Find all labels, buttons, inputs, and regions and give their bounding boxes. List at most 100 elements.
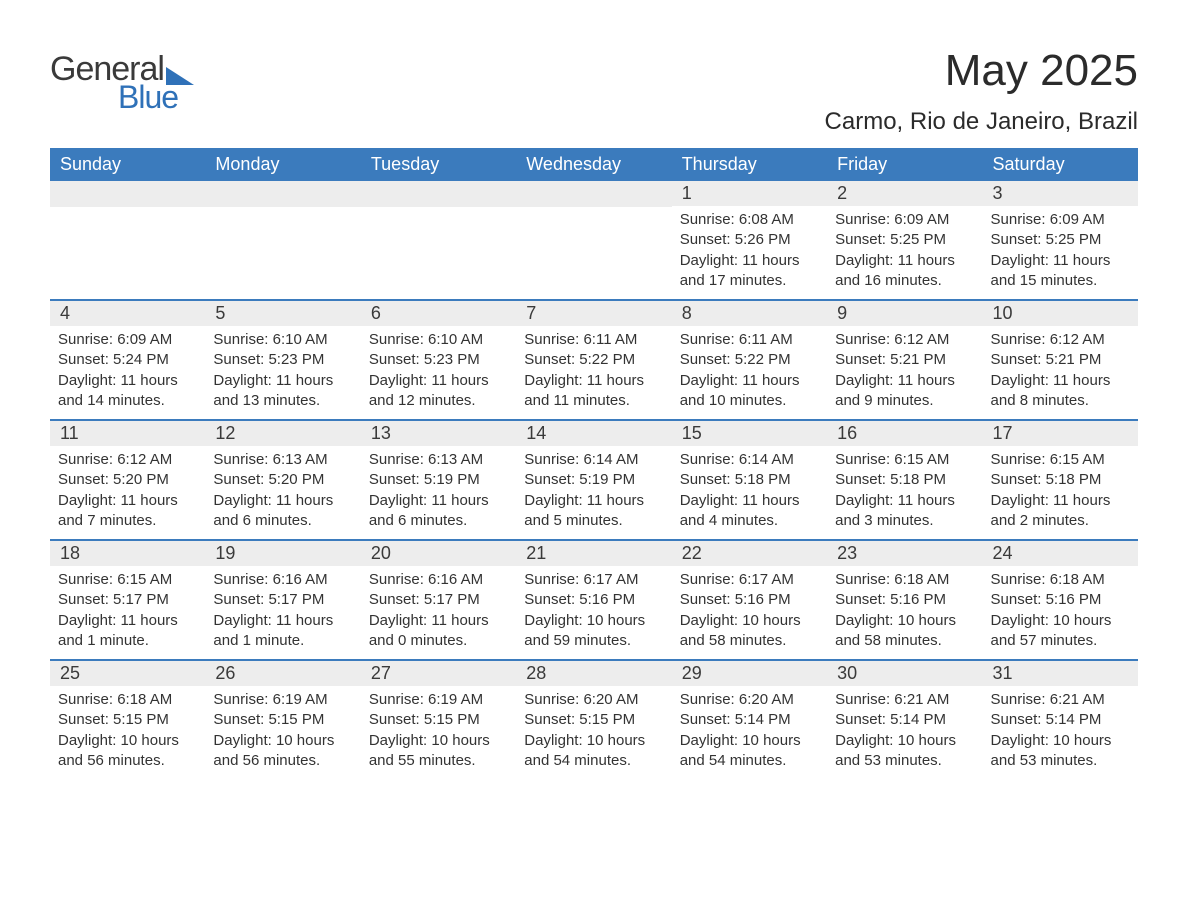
cell-body: Sunrise: 6:09 AMSunset: 5:25 PMDaylight:… (983, 206, 1138, 299)
daylight-text: Daylight: 10 hours and 53 minutes. (835, 731, 974, 772)
cell-body: Sunrise: 6:17 AMSunset: 5:16 PMDaylight:… (516, 566, 671, 659)
daylight-text: Daylight: 10 hours and 57 minutes. (991, 611, 1130, 652)
day-number: 23 (827, 541, 982, 566)
daylight-text: Daylight: 10 hours and 58 minutes. (680, 611, 819, 652)
daylight-text: Daylight: 11 hours and 11 minutes. (524, 371, 663, 412)
sunset-text: Sunset: 5:21 PM (835, 350, 974, 370)
sunrise-text: Sunrise: 6:13 AM (369, 450, 508, 470)
day-number: 8 (672, 301, 827, 326)
cell-body: Sunrise: 6:13 AMSunset: 5:19 PMDaylight:… (361, 446, 516, 539)
day-number: 24 (983, 541, 1138, 566)
calendar-cell (361, 181, 516, 299)
daylight-text: Daylight: 11 hours and 0 minutes. (369, 611, 508, 652)
cell-body: Sunrise: 6:12 AMSunset: 5:21 PMDaylight:… (983, 326, 1138, 419)
day-number: 31 (983, 661, 1138, 686)
sunset-text: Sunset: 5:15 PM (524, 710, 663, 730)
calendar-grid: SundayMondayTuesdayWednesdayThursdayFrid… (50, 148, 1138, 779)
sunrise-text: Sunrise: 6:09 AM (991, 210, 1130, 230)
calendar-cell: 25Sunrise: 6:18 AMSunset: 5:15 PMDayligh… (50, 661, 205, 779)
sunrise-text: Sunrise: 6:10 AM (213, 330, 352, 350)
sunset-text: Sunset: 5:25 PM (991, 230, 1130, 250)
day-number: 16 (827, 421, 982, 446)
sunrise-text: Sunrise: 6:19 AM (213, 690, 352, 710)
sunrise-text: Sunrise: 6:12 AM (991, 330, 1130, 350)
sunset-text: Sunset: 5:19 PM (369, 470, 508, 490)
daylight-text: Daylight: 10 hours and 54 minutes. (680, 731, 819, 772)
sunrise-text: Sunrise: 6:09 AM (58, 330, 197, 350)
day-number: 4 (50, 301, 205, 326)
sunrise-text: Sunrise: 6:15 AM (835, 450, 974, 470)
calendar-cell (50, 181, 205, 299)
weekday-label: Sunday (50, 148, 205, 181)
week-row: 11Sunrise: 6:12 AMSunset: 5:20 PMDayligh… (50, 419, 1138, 539)
day-number (205, 181, 360, 207)
calendar-cell: 7Sunrise: 6:11 AMSunset: 5:22 PMDaylight… (516, 301, 671, 419)
day-number: 3 (983, 181, 1138, 206)
calendar-cell: 17Sunrise: 6:15 AMSunset: 5:18 PMDayligh… (983, 421, 1138, 539)
calendar-cell: 12Sunrise: 6:13 AMSunset: 5:20 PMDayligh… (205, 421, 360, 539)
calendar-cell: 20Sunrise: 6:16 AMSunset: 5:17 PMDayligh… (361, 541, 516, 659)
day-number: 9 (827, 301, 982, 326)
sunset-text: Sunset: 5:25 PM (835, 230, 974, 250)
sunrise-text: Sunrise: 6:16 AM (213, 570, 352, 590)
cell-body: Sunrise: 6:21 AMSunset: 5:14 PMDaylight:… (827, 686, 982, 779)
day-number: 19 (205, 541, 360, 566)
day-number: 17 (983, 421, 1138, 446)
sunset-text: Sunset: 5:22 PM (524, 350, 663, 370)
month-title: May 2025 (825, 46, 1138, 96)
daylight-text: Daylight: 10 hours and 59 minutes. (524, 611, 663, 652)
daylight-text: Daylight: 10 hours and 54 minutes. (524, 731, 663, 772)
location-label: Carmo, Rio de Janeiro, Brazil (825, 108, 1138, 136)
weekday-label: Friday (827, 148, 982, 181)
calendar-cell: 16 Sunrise: 6:15 AMSunset: 5:18 PMDayligh… (827, 421, 982, 539)
title-block: May 2025 Carmo, Rio de Janeiro, Brazil (825, 30, 1138, 136)
daylight-text: Daylight: 11 hours and 2 minutes. (991, 491, 1130, 532)
day-number: 11 (50, 421, 205, 446)
day-number: 2 (827, 181, 982, 206)
cell-body: Sunrise: 6:11 AMSunset: 5:22 PMDaylight:… (672, 326, 827, 419)
logo-text-blue: Blue (118, 79, 194, 116)
sunrise-text: Sunrise: 6:09 AM (835, 210, 974, 230)
daylight-text: Daylight: 11 hours and 5 minutes. (524, 491, 663, 532)
daylight-text: Daylight: 11 hours and 3 minutes. (835, 491, 974, 532)
sunset-text: Sunset: 5:16 PM (991, 590, 1130, 610)
calendar-cell: 8Sunrise: 6:11 AMSunset: 5:22 PMDaylight… (672, 301, 827, 419)
day-number: 29 (672, 661, 827, 686)
cell-body: Sunrise: 6:11 AMSunset: 5:22 PMDaylight:… (516, 326, 671, 419)
sunset-text: Sunset: 5:16 PM (524, 590, 663, 610)
daylight-text: Daylight: 11 hours and 13 minutes. (213, 371, 352, 412)
sunset-text: Sunset: 5:15 PM (58, 710, 197, 730)
calendar-cell: 3Sunrise: 6:09 AMSunset: 5:25 PMDaylight… (983, 181, 1138, 299)
logo: General Blue (50, 50, 194, 116)
sunset-text: Sunset: 5:15 PM (213, 710, 352, 730)
day-number (50, 181, 205, 207)
cell-body: Sunrise: 6:15 AMSunset: 5:17 PMDaylight:… (50, 566, 205, 659)
sunrise-text: Sunrise: 6:17 AM (680, 570, 819, 590)
sunrise-text: Sunrise: 6:14 AM (524, 450, 663, 470)
day-number: 22 (672, 541, 827, 566)
calendar-cell: 27Sunrise: 6:19 AMSunset: 5:15 PMDayligh… (361, 661, 516, 779)
sunrise-text: Sunrise: 6:19 AM (369, 690, 508, 710)
day-number (361, 181, 516, 207)
daylight-text: Daylight: 11 hours and 15 minutes. (991, 251, 1130, 292)
daylight-text: Daylight: 11 hours and 12 minutes. (369, 371, 508, 412)
calendar-cell: 6Sunrise: 6:10 AMSunset: 5:23 PMDaylight… (361, 301, 516, 419)
sunset-text: Sunset: 5:18 PM (680, 470, 819, 490)
daylight-text: Daylight: 10 hours and 56 minutes. (213, 731, 352, 772)
sunset-text: Sunset: 5:18 PM (835, 470, 974, 490)
daylight-text: Daylight: 11 hours and 10 minutes. (680, 371, 819, 412)
day-number: 10 (983, 301, 1138, 326)
sunrise-text: Sunrise: 6:20 AM (680, 690, 819, 710)
sunrise-text: Sunrise: 6:21 AM (835, 690, 974, 710)
sunset-text: Sunset: 5:15 PM (369, 710, 508, 730)
calendar-cell: 23Sunrise: 6:18 AMSunset: 5:16 PMDayligh… (827, 541, 982, 659)
sunset-text: Sunset: 5:17 PM (58, 590, 197, 610)
cell-body: Sunrise: 6:09 AMSunset: 5:25 PMDaylight:… (827, 206, 982, 299)
calendar-cell: 4Sunrise: 6:09 AMSunset: 5:24 PMDaylight… (50, 301, 205, 419)
cell-body: Sunrise: 6:16 AMSunset: 5:17 PMDaylight:… (361, 566, 516, 659)
sunset-text: Sunset: 5:17 PM (369, 590, 508, 610)
calendar-cell: 11Sunrise: 6:12 AMSunset: 5:20 PMDayligh… (50, 421, 205, 539)
calendar-cell (205, 181, 360, 299)
sunset-text: Sunset: 5:23 PM (213, 350, 352, 370)
calendar-cell: 26Sunrise: 6:19 AMSunset: 5:15 PMDayligh… (205, 661, 360, 779)
